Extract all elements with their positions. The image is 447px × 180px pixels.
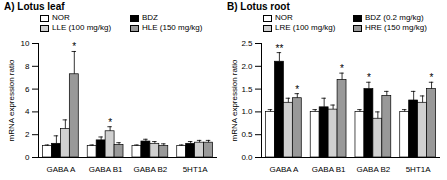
svg-text:2.0: 2.0 bbox=[241, 62, 253, 71]
svg-text:mRNA expression ratio: mRNA expression ratio bbox=[7, 59, 16, 141]
svg-text:0: 0 bbox=[25, 153, 30, 162]
html-text:A) Lotus leaf: A) Lotus leaf bbox=[4, 1, 65, 12]
html-text:BDZ (0.2 mg/kg): BDZ (0.2 mg/kg) bbox=[365, 13, 424, 22]
svg-text:5HT1A: 5HT1A bbox=[406, 165, 432, 174]
html-text:LLE (100 mg/kg): LLE (100 mg/kg) bbox=[52, 23, 112, 32]
html-text:B) Lotus root: B) Lotus root bbox=[227, 1, 290, 12]
svg-text:10: 10 bbox=[21, 39, 30, 48]
svg-text:mRNA expression ratio: mRNA expression ratio bbox=[230, 59, 239, 141]
svg-text:0.0: 0.0 bbox=[241, 153, 253, 162]
svg-text:4: 4 bbox=[25, 107, 30, 116]
svg-text:8: 8 bbox=[25, 62, 30, 71]
svg-text:GABA B1: GABA B1 bbox=[89, 165, 123, 174]
svg-text:1.0: 1.0 bbox=[241, 107, 253, 116]
svg-text:GABA B1: GABA B1 bbox=[312, 165, 346, 174]
html-text:NOR: NOR bbox=[52, 13, 70, 22]
svg-text:1.5: 1.5 bbox=[241, 85, 253, 94]
svg-text:*: * bbox=[430, 72, 434, 83]
svg-text:0.5: 0.5 bbox=[241, 130, 253, 139]
svg-text:GABA A: GABA A bbox=[269, 165, 299, 174]
svg-text:*: * bbox=[340, 63, 344, 74]
html-text:LRE (100 mg/kg): LRE (100 mg/kg) bbox=[275, 23, 336, 32]
html-text:BDZ: BDZ bbox=[142, 13, 158, 22]
svg-text:2: 2 bbox=[25, 130, 30, 139]
html-text:NOR: NOR bbox=[275, 13, 293, 22]
svg-text:*: * bbox=[367, 72, 371, 83]
html-text:HLE (150 mg/kg): HLE (150 mg/kg) bbox=[142, 23, 203, 32]
svg-text:6: 6 bbox=[25, 85, 30, 94]
svg-text:*: * bbox=[295, 84, 299, 95]
svg-text:*: * bbox=[72, 41, 76, 52]
svg-text:GABA B2: GABA B2 bbox=[356, 165, 390, 174]
svg-text:*: * bbox=[108, 117, 112, 128]
svg-text:5HT1A: 5HT1A bbox=[183, 165, 209, 174]
svg-text:GABA A: GABA A bbox=[46, 165, 76, 174]
svg-text:**: ** bbox=[276, 43, 284, 54]
svg-text:GABA B2: GABA B2 bbox=[133, 165, 167, 174]
svg-text:2.5: 2.5 bbox=[241, 39, 253, 48]
html-text:HRE (150 mg/kg): HRE (150 mg/kg) bbox=[365, 23, 427, 32]
